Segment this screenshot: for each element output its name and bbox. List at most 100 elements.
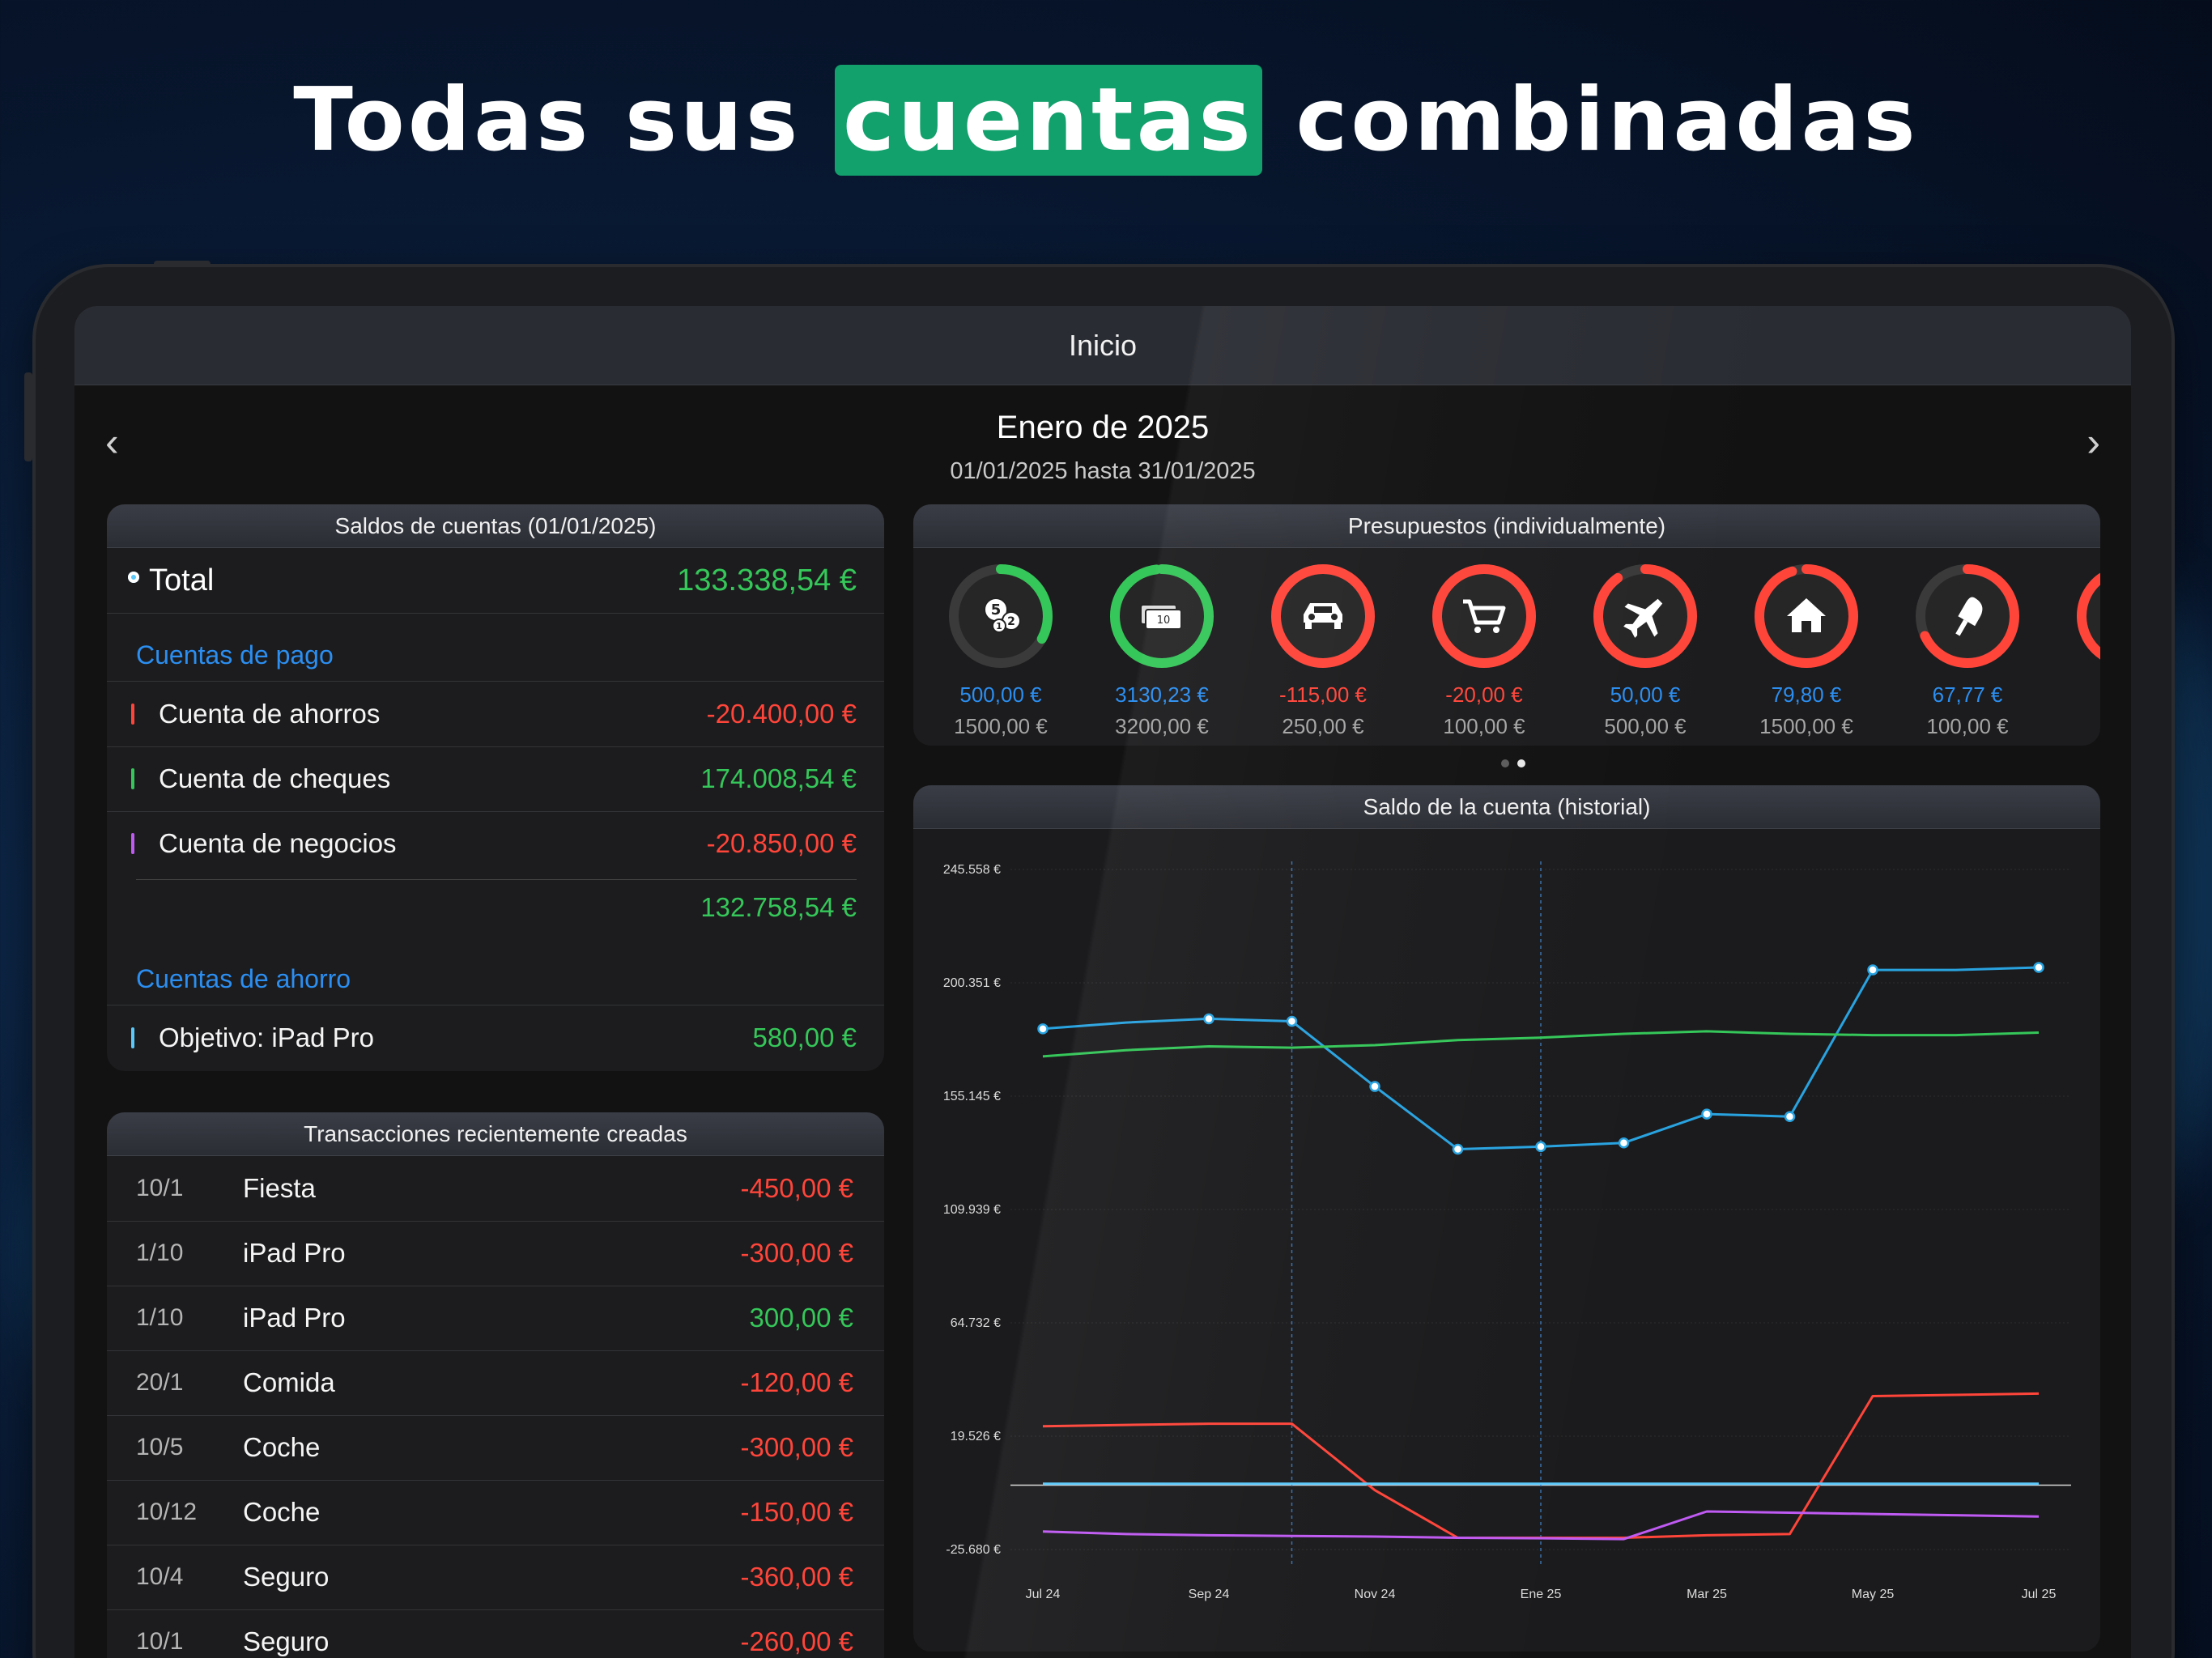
cart-icon xyxy=(1463,599,1506,633)
budget-item[interactable]: -20,00 € 100,00 € xyxy=(1403,559,1565,739)
total-label: Total xyxy=(149,563,215,597)
payment-subtotal: 132.758,54 € xyxy=(700,892,857,922)
car-icon xyxy=(1304,603,1342,629)
budget-limit: 100,00 € xyxy=(1926,714,2009,738)
account-value: 174.008,54 € xyxy=(700,763,857,793)
x-tick-label: Sep 24 xyxy=(1189,1588,1230,1601)
transaction-name: iPad Pro xyxy=(243,1303,346,1333)
transaction-row[interactable]: 1/10 iPad Pro 300,00 € xyxy=(107,1286,884,1350)
device-side-button xyxy=(24,372,32,461)
svg-text:1: 1 xyxy=(996,621,1002,631)
data-point xyxy=(1784,1111,1796,1122)
budget-spent: -115,00 € xyxy=(1279,682,1367,707)
divider xyxy=(107,681,884,682)
budget-item[interactable]: 10 3130,23 € 3200,00 € xyxy=(1081,559,1243,739)
x-tick-label: Jul 25 xyxy=(2022,1588,2057,1601)
subtotal-row: 132.758,54 € xyxy=(107,878,884,937)
coins-icon: 521 xyxy=(984,597,1021,633)
transaction-row[interactable]: 20/1 Comida -120,00 € xyxy=(107,1350,884,1415)
page-indicator[interactable] xyxy=(1501,759,1525,767)
data-point xyxy=(1535,1141,1546,1153)
transaction-amount: -300,00 € xyxy=(740,1238,853,1268)
y-tick-label: -25.680 € xyxy=(946,1543,1001,1557)
x-tick-label: May 25 xyxy=(1852,1588,1895,1601)
transaction-date: 10/4 xyxy=(136,1563,184,1590)
budget-item[interactable]: -115,00 € 250,00 € xyxy=(1242,559,1404,739)
budget-limit: 500,00 € xyxy=(1604,714,1687,738)
budget-item[interactable]: 710 xyxy=(2048,559,2100,739)
budget-spent: 3130,23 € xyxy=(1115,682,1209,707)
airplane-icon xyxy=(1623,598,1663,638)
y-tick-label: 200.351 € xyxy=(943,976,1001,990)
transactions-header: Transacciones recientemente creadas xyxy=(107,1112,884,1156)
svg-text:5: 5 xyxy=(991,602,1002,619)
banknotes-icon: 10 xyxy=(1140,604,1182,630)
device-top-button xyxy=(154,261,211,267)
budget-ring: 10 xyxy=(1110,564,1214,668)
y-tick-label: 109.939 € xyxy=(943,1203,1001,1217)
headline: Todas sus cuentas combinadas xyxy=(0,65,2212,176)
transaction-name: Coche xyxy=(243,1497,321,1527)
divider xyxy=(107,1609,884,1610)
data-point xyxy=(1452,1143,1464,1155)
budget-ring xyxy=(1916,564,2019,668)
transaction-row[interactable]: 10/12 Coche -150,00 € xyxy=(107,1480,884,1545)
transaction-date: 20/1 xyxy=(136,1369,184,1396)
account-value: 580,00 € xyxy=(752,1022,857,1052)
navigation-bar: Inicio xyxy=(74,306,2131,385)
budget-item[interactable]: 67,77 € 100,00 € xyxy=(1887,559,2048,739)
transaction-date: 10/1 xyxy=(136,1175,184,1201)
budget-spent: 7 xyxy=(2048,682,2100,708)
transaction-row[interactable]: 10/1 Seguro -260,00 € xyxy=(107,1609,884,1658)
account-row[interactable]: Cuenta de cheques 174.008,54 € xyxy=(107,747,884,810)
budgets-card: Presupuestos (individualmente) 5 2 1 500,00… xyxy=(913,504,2100,746)
chevron-left-icon[interactable]: ‹ xyxy=(105,419,119,465)
svg-text:10: 10 xyxy=(1157,614,1171,627)
divider xyxy=(107,613,884,614)
transaction-name: Seguro xyxy=(243,1626,330,1656)
account-row[interactable]: Objetivo: iPad Pro 580,00 € xyxy=(107,1006,884,1069)
budget-item[interactable]: 79,80 € 1500,00 € xyxy=(1725,559,1887,739)
data-point xyxy=(1203,1013,1214,1025)
headline-highlight: cuentas xyxy=(834,65,1262,176)
account-row[interactable]: Cuenta de ahorros -20.400,00 € xyxy=(107,682,884,746)
account-color-bar xyxy=(131,704,134,725)
transaction-amount: -450,00 € xyxy=(740,1173,853,1203)
page-dot-active[interactable] xyxy=(1517,759,1525,767)
transactions-card: Transacciones recientemente creadas 10/1… xyxy=(107,1112,884,1658)
x-tick-label: Jul 24 xyxy=(1026,1588,1061,1601)
budgets-header: Presupuestos (individualmente) xyxy=(913,504,2100,548)
data-point xyxy=(1618,1137,1630,1149)
x-tick-label: Nov 24 xyxy=(1355,1588,1396,1601)
account-row[interactable]: Cuenta de negocios -20.850,00 € xyxy=(107,812,884,875)
transaction-amount: -260,00 € xyxy=(740,1626,853,1656)
page-dot[interactable] xyxy=(1501,759,1509,767)
account-name: Cuenta de negocios xyxy=(159,828,397,858)
series-line xyxy=(1042,1030,2040,1058)
account-color-bar xyxy=(131,1027,134,1048)
total-row[interactable]: Total 133.338,54 € xyxy=(107,548,884,613)
transaction-row[interactable]: 10/1 Fiesta -450,00 € xyxy=(107,1156,884,1221)
transaction-name: Coche xyxy=(243,1432,321,1462)
budget-item[interactable]: 50,00 € 500,00 € xyxy=(1564,559,1726,739)
payment-section-label: Cuentas de pago xyxy=(136,640,334,670)
budget-limit: 1500,00 € xyxy=(1759,714,1853,738)
transaction-amount: -150,00 € xyxy=(740,1497,853,1527)
history-chart-area: 245.558 € 200.351 € 155.145 € 109.939 € 64.7… xyxy=(913,829,2100,1652)
transaction-row[interactable]: 1/10 iPad Pro -300,00 € xyxy=(107,1221,884,1286)
budget-spent: 50,00 € xyxy=(1610,682,1681,707)
history-chart: 245.558 € 200.351 € 155.145 € 109.939 € 64.7… xyxy=(943,861,2071,1601)
budget-item[interactable]: 5 2 1 500,00 €1500,00 € xyxy=(920,559,1082,739)
subtotal-divider xyxy=(136,879,857,880)
divider xyxy=(107,1350,884,1351)
headline-before: Todas sus xyxy=(293,70,802,171)
divider xyxy=(107,811,884,812)
data-point xyxy=(1369,1081,1380,1092)
chevron-right-icon[interactable]: › xyxy=(2087,419,2100,465)
total-value: 133.338,54 € xyxy=(677,563,857,597)
transaction-date: 10/5 xyxy=(136,1434,184,1460)
budget-spent: 79,80 € xyxy=(1771,682,1842,707)
transaction-row[interactable]: 10/5 Coche -300,00 € xyxy=(107,1415,884,1480)
transaction-row[interactable]: 10/4 Seguro -360,00 € xyxy=(107,1545,884,1609)
transaction-date: 1/10 xyxy=(136,1304,184,1331)
